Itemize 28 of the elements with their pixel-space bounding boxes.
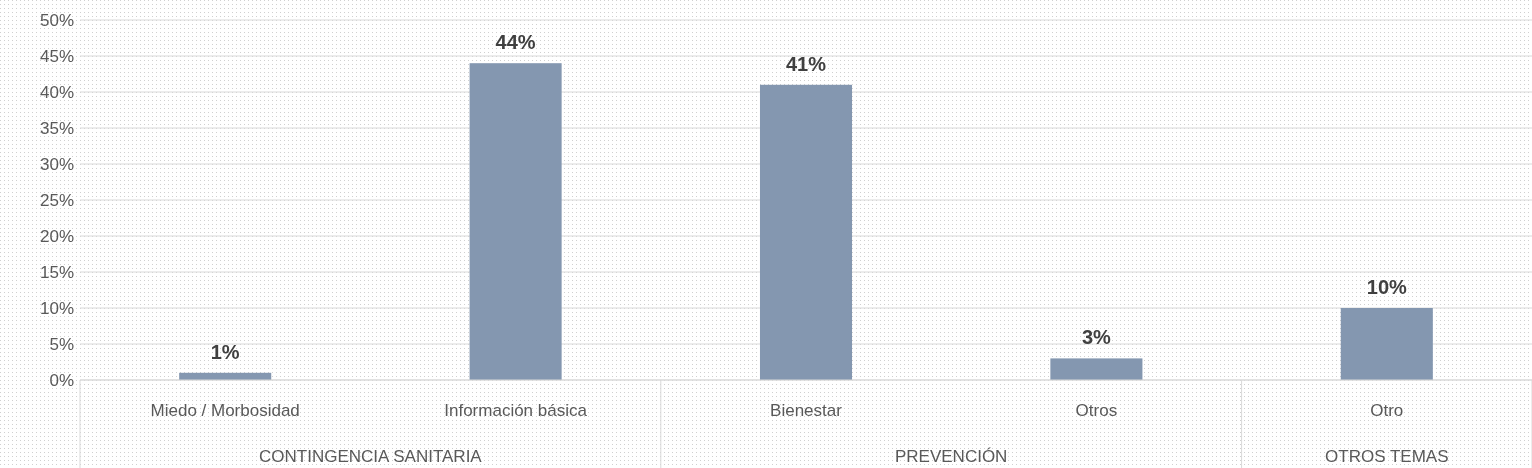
data-label: 1% bbox=[210, 340, 240, 363]
y-tick-label: 5% bbox=[49, 334, 74, 354]
y-tick-label: 0% bbox=[49, 370, 74, 390]
text: PREVENCIÓN bbox=[894, 447, 1008, 466]
bar bbox=[1050, 358, 1143, 380]
text: OTROS TEMAS bbox=[1325, 447, 1449, 466]
y-tick-label: 35% bbox=[39, 118, 74, 138]
x-tick-label: Otros bbox=[1075, 401, 1118, 420]
x-tick-label: Información básica bbox=[444, 401, 588, 420]
x-tick-label: Bienestar bbox=[770, 401, 843, 420]
x-tick-label: Otro bbox=[1370, 401, 1404, 420]
y-tick-label: 40% bbox=[39, 82, 74, 102]
bar bbox=[1340, 308, 1433, 380]
y-tick-label: 10% bbox=[39, 298, 74, 318]
data-label: 44% bbox=[495, 31, 536, 54]
y-tick-label: 25% bbox=[39, 190, 74, 210]
data-label: 3% bbox=[1081, 326, 1112, 349]
data-label: 10% bbox=[1366, 276, 1408, 298]
text: CONTINGENCIA SANITARIA bbox=[259, 447, 483, 466]
y-tick-label: 15% bbox=[39, 262, 74, 282]
bar bbox=[759, 84, 853, 380]
y-tick-label: 20% bbox=[39, 226, 74, 246]
bar bbox=[469, 63, 562, 380]
data-label: 41% bbox=[785, 52, 827, 75]
y-tick-label: 30% bbox=[39, 154, 74, 174]
y-tick-label: 45% bbox=[39, 46, 74, 66]
x-tick-label: Miedo / Morbosidad bbox=[150, 401, 300, 420]
y-tick-label: 50% bbox=[39, 10, 74, 30]
